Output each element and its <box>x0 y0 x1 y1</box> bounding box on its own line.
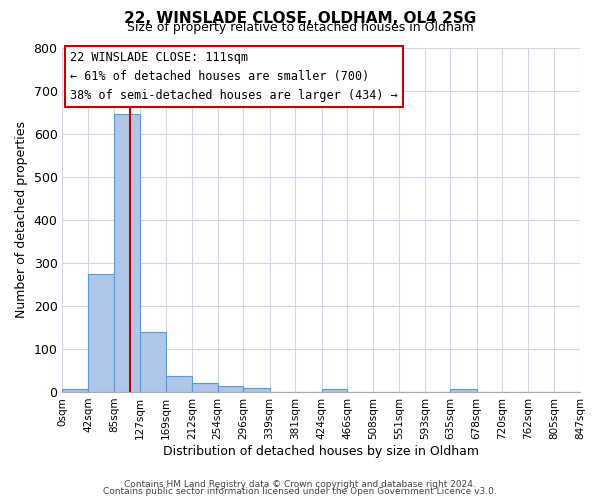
Bar <box>218 386 243 392</box>
Bar <box>62 388 88 392</box>
Bar <box>192 384 218 392</box>
Bar <box>166 376 192 392</box>
Text: Contains HM Land Registry data © Crown copyright and database right 2024.: Contains HM Land Registry data © Crown c… <box>124 480 476 489</box>
Bar <box>322 388 347 392</box>
Bar <box>243 388 269 392</box>
Bar <box>451 388 477 392</box>
Text: Contains public sector information licensed under the Open Government Licence v3: Contains public sector information licen… <box>103 487 497 496</box>
Text: 22, WINSLADE CLOSE, OLDHAM, OL4 2SG: 22, WINSLADE CLOSE, OLDHAM, OL4 2SG <box>124 11 476 26</box>
Text: Size of property relative to detached houses in Oldham: Size of property relative to detached ho… <box>127 21 473 34</box>
X-axis label: Distribution of detached houses by size in Oldham: Distribution of detached houses by size … <box>163 444 479 458</box>
Bar <box>88 274 115 392</box>
Bar <box>140 332 166 392</box>
Y-axis label: Number of detached properties: Number of detached properties <box>15 121 28 318</box>
Bar <box>115 114 140 392</box>
Text: 22 WINSLADE CLOSE: 111sqm
← 61% of detached houses are smaller (700)
38% of semi: 22 WINSLADE CLOSE: 111sqm ← 61% of detac… <box>70 51 398 102</box>
